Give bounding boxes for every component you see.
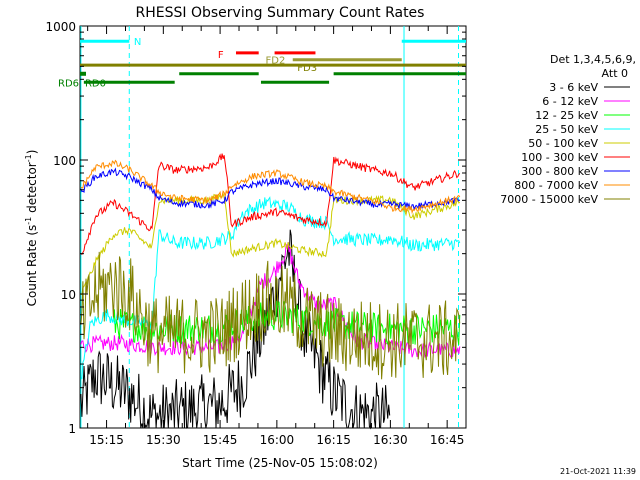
x-tick-label: 16:45 [430,433,465,447]
x-axis-label: Start Time (25-Nov-05 15:08:02) [182,456,378,470]
status-bar-label: FD3 [297,63,317,74]
series-line-4 [80,193,461,296]
legend-header-line1: Det 1,3,4,5,6,9, [550,53,636,66]
x-tick-label: 16:00 [260,433,295,447]
status-bar-label: RD0 [85,78,106,89]
status-bar-label: F [218,50,224,61]
legend-label: 100 - 300 keV [521,151,598,164]
plot-frame [79,25,467,429]
x-tick-label: 16:15 [316,433,351,447]
status-bar-label: FD2 [266,56,286,67]
legend-label: 300 - 800 keV [521,165,598,178]
x-tick-label: 16:30 [373,433,408,447]
series-line-8 [80,251,461,380]
y-axis-label: Count Rate (s-1 detector-1) [24,150,39,307]
x-tick-label: 15:45 [203,433,238,447]
legend-label: 7000 - 15000 keV [500,193,598,206]
status-bar-segment [80,71,86,76]
y-axis: 1 10 100 1000 [45,20,466,436]
legend-label: 50 - 100 keV [528,137,598,150]
legend-label: 12 - 25 keV [535,109,598,122]
legend-label: 25 - 50 keV [535,123,598,136]
y-tick-label: 1 [68,422,76,436]
series-line-6 [80,167,461,211]
x-tick-label: 15:30 [146,433,181,447]
status-bar-label: RD6 [58,78,79,89]
legend-header-line2: Att 0 [602,67,628,80]
status-bar-label: N [134,37,141,48]
footer-date: 21-Oct-2021 11:39 [560,467,636,476]
series-line-3 [80,196,461,380]
plot-area: N F FD2 FD3 RD0 RD6 [58,25,467,430]
legend-label: 6 - 12 keV [542,95,598,108]
y-tick-label: 100 [53,154,76,168]
y-tick-label: 10 [61,288,76,302]
series-line-7 [80,159,461,215]
series-line-0 [80,229,391,430]
legend-label: 3 - 6 keV [549,81,598,94]
series-line-5 [80,153,461,256]
y-tick-label: 1000 [45,20,76,34]
legend-label: 800 - 7000 keV [514,179,598,192]
x-axis: 15:15 15:30 15:45 16:00 16:15 16:30 16:45 [87,26,465,447]
x-tick-label: 15:15 [89,433,124,447]
chart-title: RHESSI Observing Summary Count Rates [136,5,425,21]
